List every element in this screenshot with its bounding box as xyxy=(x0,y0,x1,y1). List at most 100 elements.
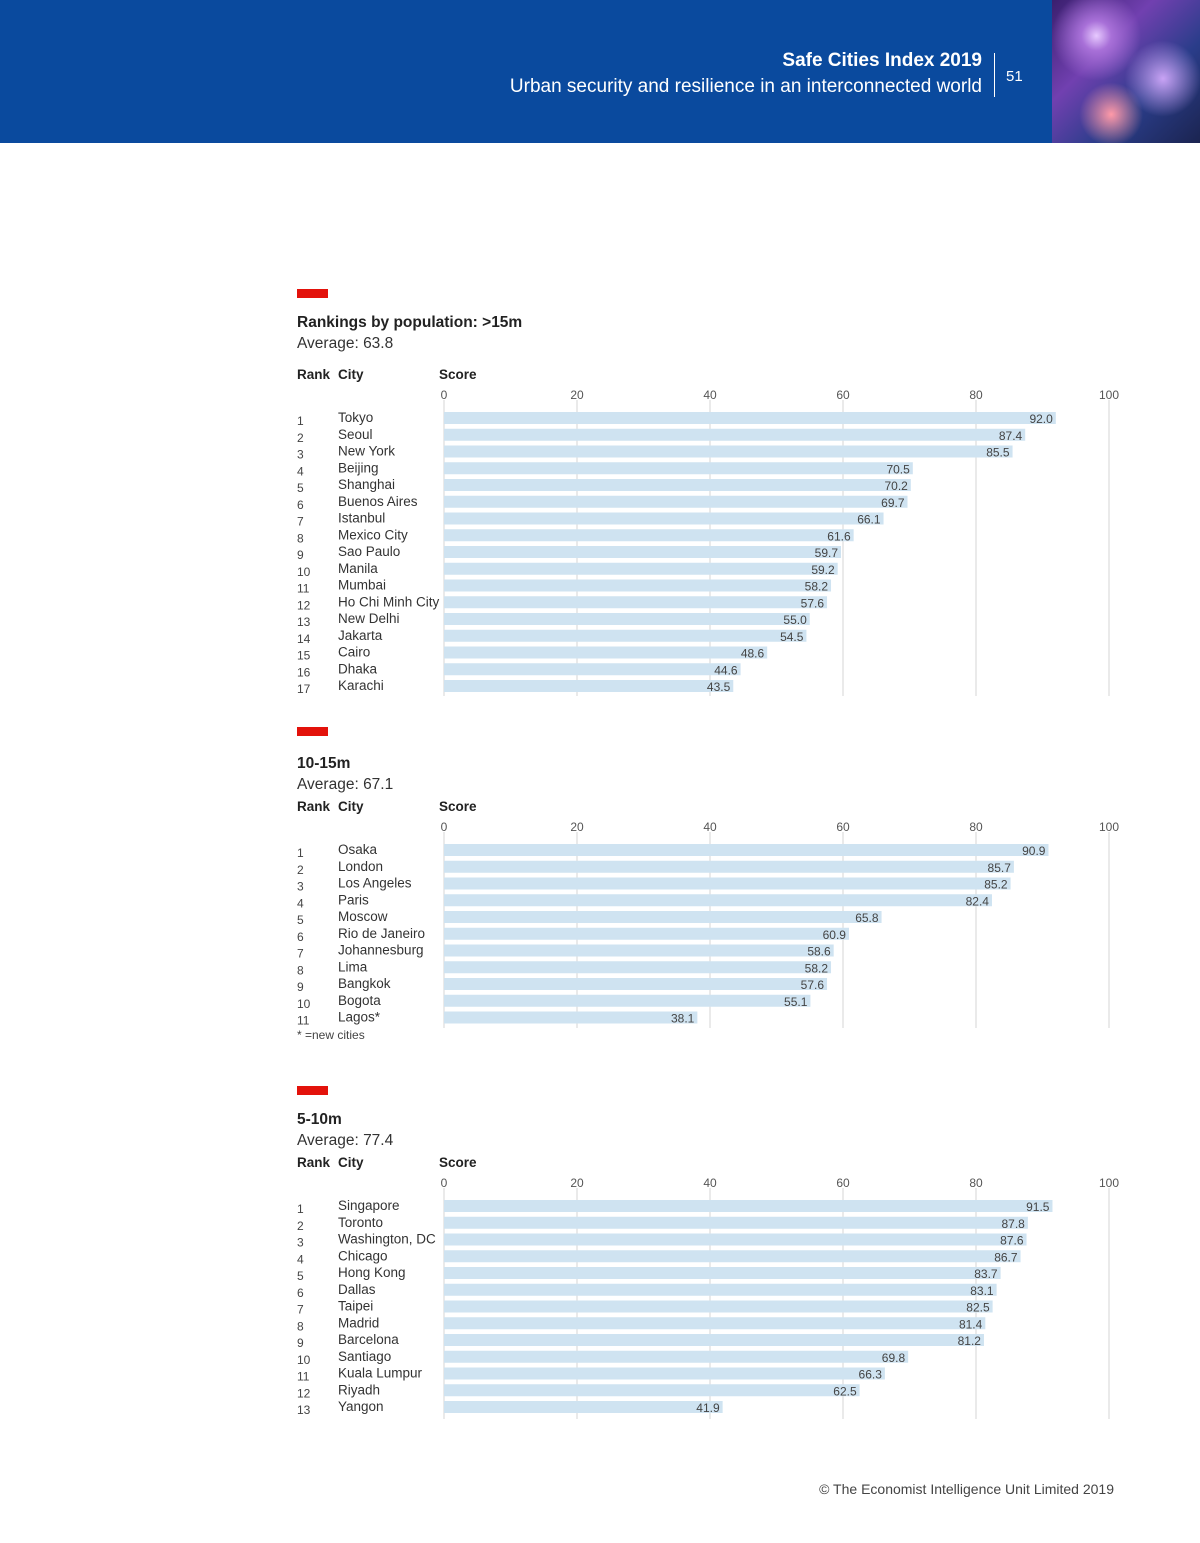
score-value-label: 66.3 xyxy=(859,1368,883,1382)
city-label: Santiago xyxy=(338,1349,391,1364)
city-label: Manila xyxy=(338,561,378,576)
score-bar xyxy=(444,445,1013,458)
score-value-label: 85.2 xyxy=(984,878,1008,892)
copyright-notice: © The Economist Intelligence Unit Limite… xyxy=(819,1481,1114,1497)
x-tick-label: 100 xyxy=(1099,1176,1119,1190)
rank-label: 2 xyxy=(297,863,304,877)
chart-average: Average: 67.1 xyxy=(297,776,394,793)
header-divider xyxy=(994,53,995,97)
score-bar xyxy=(444,1200,1053,1212)
score-value-label: 90.9 xyxy=(1022,844,1046,858)
city-label: Madrid xyxy=(338,1315,379,1330)
score-value-label: 57.6 xyxy=(801,596,825,610)
score-bar xyxy=(444,596,828,609)
city-label: Washington, DC xyxy=(338,1232,436,1247)
score-bar xyxy=(444,961,832,974)
city-label: Buenos Aires xyxy=(338,494,418,509)
bar-chart: 0 20 40 60 80 100 1 Osaka 90.9 2 London 85.7 3 Los An… xyxy=(297,820,1119,1028)
score-bar xyxy=(444,978,828,990)
rank-label: 3 xyxy=(297,448,304,462)
score-bar xyxy=(444,613,810,625)
score-value-label: 85.7 xyxy=(988,861,1012,875)
x-tick-label: 100 xyxy=(1099,388,1119,402)
chart-title: 5-10m xyxy=(297,1111,342,1128)
rank-label: 4 xyxy=(297,896,304,910)
rank-label: 10 xyxy=(297,997,311,1011)
x-tick-label: 60 xyxy=(836,820,850,834)
rank-label: 12 xyxy=(297,1386,311,1400)
x-tick-label: 80 xyxy=(969,820,983,834)
score-bar xyxy=(444,1317,986,1330)
city-label: Osaka xyxy=(338,842,378,857)
rank-label: 3 xyxy=(297,1236,304,1250)
city-label: Istanbul xyxy=(338,511,385,526)
score-bar xyxy=(444,546,842,558)
score-bar xyxy=(444,1350,909,1363)
score-value-label: 70.5 xyxy=(886,462,910,476)
chart-title: Rankings by population: >15m xyxy=(297,314,523,331)
city-label: London xyxy=(338,859,383,874)
city-label: Moscow xyxy=(338,909,388,924)
city-label: Bangkok xyxy=(338,976,391,991)
rank-label: 4 xyxy=(297,1252,304,1266)
rank-label: 9 xyxy=(297,548,304,562)
score-bar xyxy=(444,1300,993,1313)
city-label: Johannesburg xyxy=(338,943,424,958)
rank-label: 14 xyxy=(297,632,311,646)
city-label: Shanghai xyxy=(338,477,395,492)
rank-label: 16 xyxy=(297,665,311,679)
rank-column-header: Rank xyxy=(297,1155,331,1170)
x-tick-label: 100 xyxy=(1099,820,1119,834)
report-title: Safe Cities Index 2019 xyxy=(782,50,982,71)
rank-label: 7 xyxy=(297,1303,304,1317)
city-label: New Delhi xyxy=(338,611,400,626)
x-tick-label: 40 xyxy=(703,1176,717,1190)
score-bar xyxy=(444,1233,1027,1246)
rank-label: 8 xyxy=(297,963,304,977)
rank-column-header: Rank xyxy=(297,799,331,814)
x-tick-label: 20 xyxy=(570,388,584,402)
rank-label: 6 xyxy=(297,498,304,512)
score-bar xyxy=(444,877,1011,890)
rank-label: 11 xyxy=(297,1014,310,1028)
city-label: Beijing xyxy=(338,460,379,475)
score-bar xyxy=(444,844,1049,856)
score-value-label: 70.2 xyxy=(884,479,908,493)
score-bar xyxy=(444,495,908,508)
city-label: Riyadh xyxy=(338,1382,380,1397)
score-value-label: 54.5 xyxy=(780,630,804,644)
city-label: Lagos* xyxy=(338,1010,381,1025)
score-bar xyxy=(444,412,1056,424)
score-bar xyxy=(444,428,1026,441)
score-bar xyxy=(444,860,1014,873)
rank-label: 9 xyxy=(297,980,304,994)
score-bar xyxy=(444,894,992,907)
score-value-label: 66.1 xyxy=(857,513,881,527)
rank-label: 8 xyxy=(297,531,304,545)
score-bar xyxy=(444,680,734,692)
score-bar xyxy=(444,1334,984,1346)
score-value-label: 87.4 xyxy=(999,429,1023,443)
city-label: Cairo xyxy=(338,645,370,660)
score-bar xyxy=(444,1250,1021,1263)
score-bar xyxy=(444,512,884,525)
rank-label: 1 xyxy=(297,414,304,428)
score-bar xyxy=(444,562,838,575)
chart-average: Average: 63.8 xyxy=(297,335,394,352)
score-bar xyxy=(444,911,882,923)
x-tick-label: 0 xyxy=(441,820,448,834)
rank-label: 1 xyxy=(297,846,304,860)
score-value-label: 69.7 xyxy=(881,496,905,510)
score-bar xyxy=(444,579,832,592)
rank-label: 2 xyxy=(297,1219,304,1233)
score-value-label: 82.4 xyxy=(966,894,990,908)
score-value-label: 81.2 xyxy=(958,1334,982,1348)
score-column-header: Score xyxy=(439,367,477,382)
score-value-label: 57.6 xyxy=(801,978,825,992)
city-label: Rio de Janeiro xyxy=(338,926,425,941)
city-label: Sao Paulo xyxy=(338,544,400,559)
score-bar xyxy=(444,927,849,940)
rank-label: 13 xyxy=(297,615,311,629)
rank-label: 7 xyxy=(297,947,304,961)
rank-label: 6 xyxy=(297,1286,304,1300)
